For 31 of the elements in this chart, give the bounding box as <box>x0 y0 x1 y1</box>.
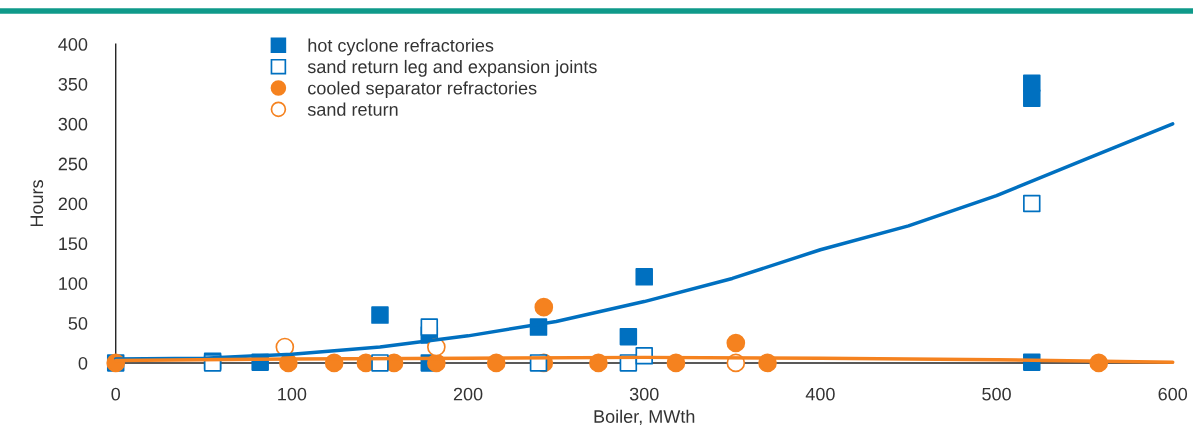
x-tick-label: 0 <box>111 387 121 401</box>
x-tick-label: 400 <box>805 387 835 401</box>
x-tick-label: 600 <box>1158 387 1188 401</box>
y-tick-label: 400 <box>58 38 88 51</box>
y-tick-label: 100 <box>59 277 88 290</box>
legend-label: sand return leg and expansion joints <box>307 59 597 77</box>
y-tick-label: 150 <box>59 237 88 251</box>
x-axis-title: Boiler, MWth <box>594 409 695 426</box>
point <box>635 268 653 286</box>
point <box>1023 74 1041 92</box>
point <box>726 333 746 353</box>
legend-label: cooled separator refractories <box>308 81 537 99</box>
point <box>619 327 638 346</box>
point <box>420 318 439 336</box>
point <box>534 297 554 317</box>
y-tick-label: 350 <box>58 77 88 91</box>
legend-label: sand return <box>307 102 398 116</box>
x-tick-label: 200 <box>453 387 483 401</box>
point <box>1023 89 1041 108</box>
y-tick-label: 250 <box>58 157 88 171</box>
y-tick-label: 50 <box>68 317 88 330</box>
point <box>1023 194 1041 213</box>
y-axis-title: Hours <box>30 180 44 227</box>
x-tick-label: 100 <box>278 387 307 401</box>
x-tick-label: 300 <box>629 387 659 401</box>
x-tick-label: 500 <box>982 387 1011 401</box>
y-tick-label: 300 <box>58 117 88 131</box>
y-tick-label: 0 <box>78 356 88 370</box>
legend-label: hot cyclone refractories <box>308 38 494 56</box>
point <box>371 306 389 324</box>
y-tick-label: 200 <box>58 197 88 211</box>
